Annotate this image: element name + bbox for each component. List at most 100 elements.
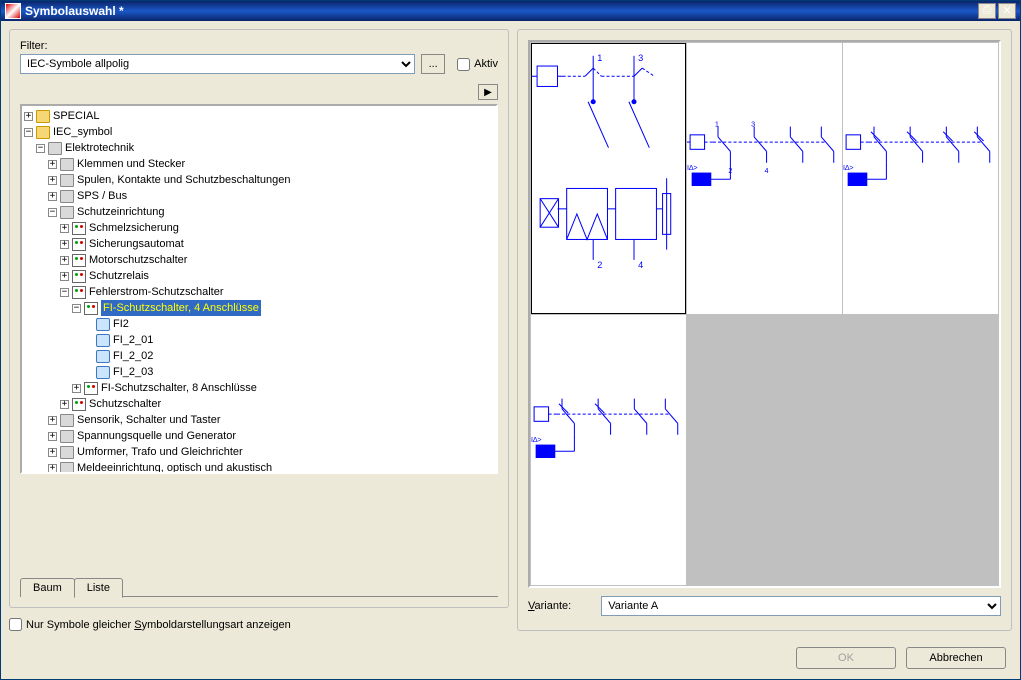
tree-toggle[interactable]: + [48, 416, 57, 425]
cancel-button[interactable]: Abbrechen [906, 647, 1006, 669]
tree-toggle[interactable]: + [48, 160, 57, 169]
tree-toggle[interactable]: + [60, 240, 69, 249]
tree-node[interactable]: FI_2_03 [24, 364, 494, 380]
tree-node-label: FI-Schutzschalter, 8 Anschlüsse [101, 380, 257, 396]
tree-node[interactable]: + Motorschutzschalter [24, 252, 494, 268]
svg-text:I∆>: I∆> [843, 163, 854, 172]
tree-node-label: FI2 [113, 316, 129, 332]
variant-label: Variante: [528, 600, 571, 612]
tree-node-label: FI_2_02 [113, 348, 153, 364]
option-check-row[interactable]: Nur Symbole gleicher Symboldarstellungsa… [9, 618, 509, 631]
tree-node[interactable]: FI_2_01 [24, 332, 494, 348]
tree-toggle[interactable]: − [36, 144, 45, 153]
tree-node[interactable]: + Spulen, Kontakte und Schutzbeschaltunge… [24, 172, 494, 188]
tree-node-label: Schmelzsicherung [89, 220, 179, 236]
tree-node-icon [60, 174, 74, 187]
tree-node-label: Sicherungsautomat [89, 236, 184, 252]
tab-liste[interactable]: Liste [74, 578, 123, 598]
svg-text:1: 1 [597, 53, 602, 63]
svg-text:I∆>: I∆> [687, 163, 698, 172]
svg-text:3: 3 [638, 53, 643, 63]
tree-node[interactable]: +SPS / Bus [24, 188, 494, 204]
tree-toggle[interactable]: + [24, 112, 33, 121]
tree-node[interactable]: +Umformer, Trafo und Gleichrichter [24, 444, 494, 460]
tree-node-icon [96, 350, 110, 363]
tree-node-label: Klemmen und Stecker [77, 156, 185, 172]
tree-node[interactable]: +SPECIAL [24, 108, 494, 124]
same-representation-checkbox[interactable] [9, 618, 22, 631]
collapse-arrow-button[interactable]: ▶ [478, 84, 498, 100]
ok-button[interactable]: OK [796, 647, 896, 669]
tree-node-label: Motorschutzschalter [89, 252, 187, 268]
tree-toggle[interactable]: − [48, 208, 57, 217]
tree-node[interactable]: + Spannungsquelle und Generator [24, 428, 494, 444]
tree-node[interactable]: − Elektrotechnik [24, 140, 494, 156]
preview-cell[interactable]: 1 3 2 4 [531, 43, 686, 314]
tree-node[interactable]: + Sicherungsautomat [24, 236, 494, 252]
preview-cell [843, 315, 998, 586]
tree-node-icon [96, 366, 110, 379]
tree-node[interactable]: +Schutzrelais [24, 268, 494, 284]
left-panel: Filter: IEC-Symbole allpolig ... Aktiv ▶… [9, 29, 509, 631]
symbol-tree[interactable]: +SPECIAL−IEC_symbol−Elektrotechnik+Klemm… [20, 104, 498, 474]
tree-node[interactable]: FI_2_02 [24, 348, 494, 364]
tree-node-icon [60, 414, 74, 427]
tree-node-icon [60, 158, 74, 171]
content-area: Filter: IEC-Symbole allpolig ... Aktiv ▶… [1, 21, 1020, 639]
tree-toggle[interactable]: − [60, 288, 69, 297]
tree-node[interactable]: − Fehlerstrom-Schutzschalter [24, 284, 494, 300]
tree-toggle[interactable]: + [48, 464, 57, 473]
tree-toggle[interactable]: + [60, 224, 69, 233]
preview-grid[interactable]: 1 3 2 4 I∆> 13 24 I∆> I∆ [528, 40, 1001, 588]
svg-text:2: 2 [728, 166, 732, 175]
filter-ellipsis-button[interactable]: ... [421, 54, 445, 74]
preview-cell[interactable]: I∆> 13 24 [687, 43, 842, 314]
tree-toggle[interactable]: + [48, 176, 57, 185]
dialog-buttons: OK Abbrechen [1, 639, 1020, 679]
titlebar[interactable]: Symbolauswahl * ⎙ ✕ [1, 1, 1020, 21]
tab-baum[interactable]: Baum [20, 578, 75, 597]
tree-toggle[interactable]: + [72, 384, 81, 393]
tree-toggle[interactable]: + [60, 400, 69, 409]
tree-node-icon [60, 430, 74, 443]
tree-toggle[interactable]: + [48, 192, 57, 201]
tree-toggle[interactable]: + [60, 272, 69, 281]
window-title: Symbolauswahl * [25, 4, 978, 18]
tree-node[interactable]: + FI-Schutzschalter, 8 Anschlüsse [24, 380, 494, 396]
tree-node[interactable]: −Schutzeinrichtung [24, 204, 494, 220]
tree-node[interactable]: −IEC_symbol [24, 124, 494, 140]
filter-combo[interactable]: IEC-Symbole allpolig [20, 54, 415, 74]
aktiv-checkbox[interactable] [457, 58, 470, 71]
close-button[interactable]: ✕ [998, 3, 1016, 19]
tree-node-label: Fehlerstrom-Schutzschalter [89, 284, 224, 300]
preview-cell[interactable]: I∆> [843, 43, 998, 314]
right-panel: 1 3 2 4 I∆> 13 24 I∆> I∆ [517, 29, 1012, 631]
print-button[interactable]: ⎙ [978, 3, 996, 19]
tree-toggle[interactable]: + [48, 432, 57, 441]
tree-node[interactable]: +Schutzschalter [24, 396, 494, 412]
svg-text:4: 4 [765, 166, 769, 175]
preview-cell[interactable]: I∆> [531, 315, 686, 586]
tree-node-icon [84, 382, 98, 395]
tree-node[interactable]: + Schmelzsicherung [24, 220, 494, 236]
tree-toggle[interactable]: + [60, 256, 69, 265]
right-groupbox: 1 3 2 4 I∆> 13 24 I∆> I∆ [517, 29, 1012, 631]
tree-node-label: Spannungsquelle und Generator [77, 428, 236, 444]
app-icon [5, 3, 21, 19]
aktiv-checkbox-row[interactable]: Aktiv [457, 58, 498, 71]
tree-node-label: FI-Schutzschalter, 4 Anschlüsse [101, 300, 261, 316]
tree-node[interactable]: FI2 [24, 316, 494, 332]
tree-node-label: FI_2_01 [113, 332, 153, 348]
tree-node-icon [72, 254, 86, 267]
tree-node-label: Spulen, Kontakte und Schutzbeschaltungen [77, 172, 290, 188]
tree-node[interactable]: +Sensorik, Schalter und Taster [24, 412, 494, 428]
tree-node[interactable]: + Klemmen und Stecker [24, 156, 494, 172]
tree-tabs: Baum Liste [20, 578, 498, 597]
tree-toggle[interactable]: − [72, 304, 81, 313]
variant-combo[interactable]: Variante A [601, 596, 1001, 616]
tree-node[interactable]: +Meldeeinrichtung, optisch und akustisch [24, 460, 494, 474]
tree-toggle[interactable]: + [48, 448, 57, 457]
tree-toggle[interactable]: − [24, 128, 33, 137]
tree-node[interactable]: − FI-Schutzschalter, 4 Anschlüsse [24, 300, 494, 316]
tree-node-label: Elektrotechnik [65, 140, 134, 156]
